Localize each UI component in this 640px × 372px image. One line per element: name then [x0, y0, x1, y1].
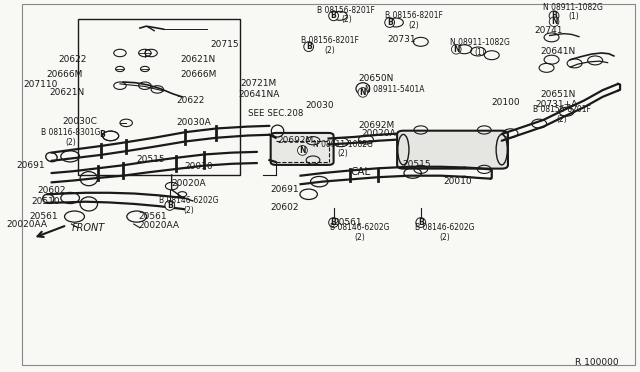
Text: 20621N: 20621N	[49, 88, 84, 97]
Text: 20692M: 20692M	[278, 136, 314, 145]
Text: 20561: 20561	[333, 218, 362, 227]
Text: 20020A: 20020A	[361, 129, 396, 138]
Text: 20030C: 20030C	[62, 116, 97, 125]
Text: 20020AA: 20020AA	[6, 219, 47, 228]
Text: 20731+A: 20731+A	[536, 100, 578, 109]
Text: B: B	[331, 218, 337, 227]
Text: N 08911-1082G
(1): N 08911-1082G (1)	[450, 38, 510, 57]
Text: B 08146-6202G
(2): B 08146-6202G (2)	[415, 223, 474, 242]
Text: 20641N: 20641N	[540, 47, 575, 56]
Text: B 08156-8201F
(2): B 08156-8201F (2)	[317, 6, 375, 25]
FancyBboxPatch shape	[397, 131, 508, 169]
Text: 207110: 207110	[24, 80, 58, 89]
Text: B 08156-8201F
(2): B 08156-8201F (2)	[301, 36, 358, 55]
Text: 20020A: 20020A	[172, 179, 206, 187]
Text: N: N	[453, 45, 460, 54]
Text: 20641NA: 20641NA	[238, 90, 280, 99]
Text: B: B	[100, 130, 106, 139]
Text: B 08156-8201F
(2): B 08156-8201F (2)	[385, 11, 442, 30]
Text: 20515: 20515	[137, 155, 165, 164]
Text: B 08116-8301G
(2): B 08116-8301G (2)	[41, 128, 100, 147]
Text: 20621N: 20621N	[180, 55, 216, 64]
Text: B: B	[387, 18, 392, 27]
Text: B: B	[418, 218, 424, 227]
Text: 20010: 20010	[444, 177, 472, 186]
Bar	[78, 19, 240, 175]
Text: N 08911-1082G
(1): N 08911-1082G (1)	[543, 3, 604, 22]
Text: 20010: 20010	[184, 162, 212, 171]
Text: 20561: 20561	[139, 212, 167, 221]
Text: B 08146-6202G
(2): B 08146-6202G (2)	[330, 223, 389, 242]
Text: 20602: 20602	[37, 186, 66, 195]
Text: B 08146-6202G
(2): B 08146-6202G (2)	[159, 196, 219, 215]
Text: 20030A: 20030A	[176, 118, 211, 126]
Text: 20691: 20691	[270, 185, 299, 193]
Text: N: N	[551, 17, 557, 26]
Text: 20602: 20602	[270, 203, 299, 212]
Text: SEE SEC.208: SEE SEC.208	[248, 109, 303, 118]
Text: R 100000: R 100000	[575, 358, 618, 367]
Text: B: B	[167, 201, 173, 210]
Text: 20666M: 20666M	[180, 70, 217, 79]
Text: 20666M: 20666M	[46, 70, 83, 79]
Text: 20651N: 20651N	[540, 90, 576, 99]
Text: 20650N: 20650N	[358, 74, 394, 83]
FancyBboxPatch shape	[271, 133, 333, 165]
Text: B: B	[306, 42, 312, 51]
Text: 20622: 20622	[59, 55, 87, 64]
Text: 20715: 20715	[211, 40, 239, 49]
Text: 20561: 20561	[29, 212, 58, 221]
Text: B 08156-8201F
(2): B 08156-8201F (2)	[533, 105, 591, 124]
Text: 20510: 20510	[31, 197, 60, 206]
Text: N: N	[360, 88, 366, 97]
Text: 20721M: 20721M	[240, 79, 276, 88]
Text: N: N	[299, 146, 306, 155]
Text: FRONT: FRONT	[72, 223, 105, 233]
Text: 20622: 20622	[176, 96, 204, 105]
Text: B: B	[551, 11, 557, 20]
Text: 20691: 20691	[17, 161, 45, 170]
Text: 20741: 20741	[534, 26, 563, 35]
Text: 20692M: 20692M	[358, 121, 395, 130]
Text: 20515: 20515	[402, 160, 431, 169]
Text: CAL: CAL	[350, 167, 371, 177]
Text: 20020AA: 20020AA	[139, 221, 180, 230]
Text: N 08911-5401A: N 08911-5401A	[365, 85, 424, 94]
Text: 20100: 20100	[492, 98, 520, 107]
Text: N 08911-1082G
(2): N 08911-1082G (2)	[313, 140, 373, 158]
Text: 20731: 20731	[388, 35, 417, 44]
Text: B: B	[331, 11, 337, 20]
Text: 20030: 20030	[305, 100, 333, 109]
